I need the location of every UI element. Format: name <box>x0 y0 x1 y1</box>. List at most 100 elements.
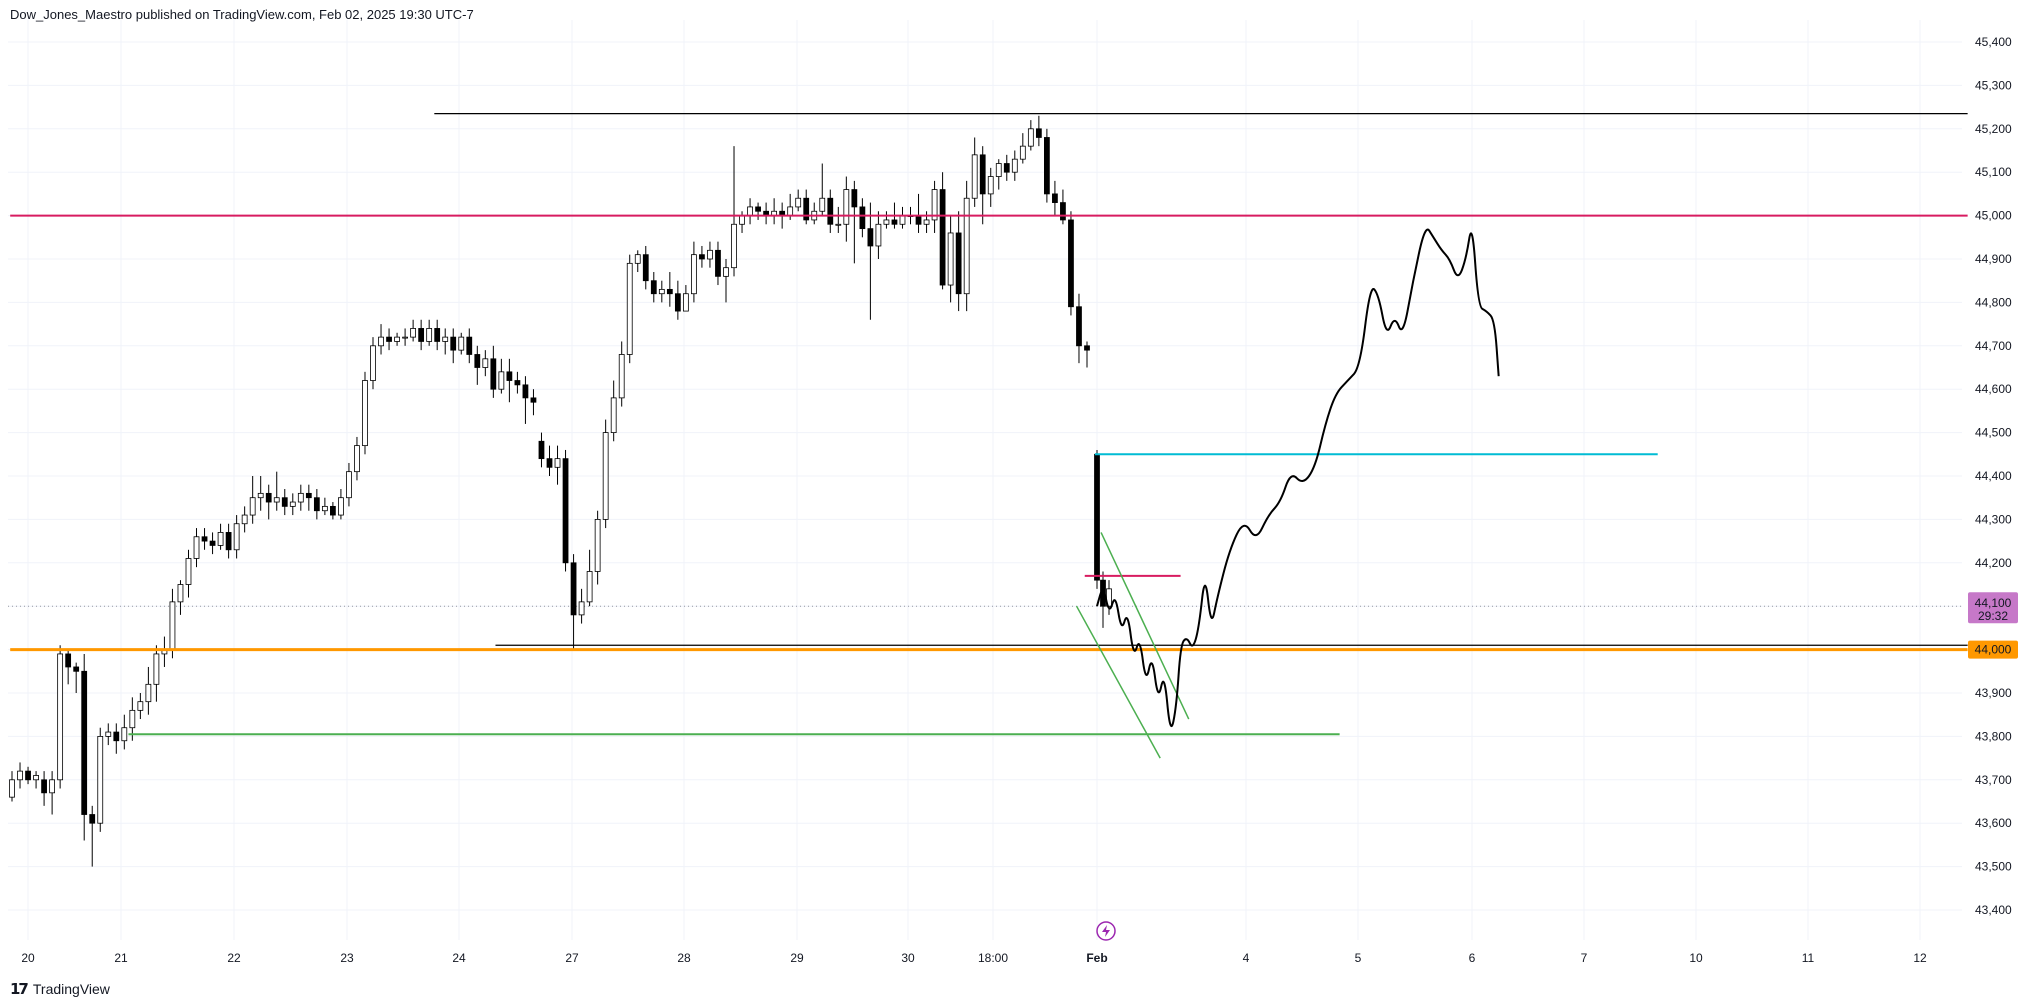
candles <box>9 115 1112 867</box>
candle-body <box>241 514 248 525</box>
y-tick-label: 44,600 <box>1975 382 2012 396</box>
candlestick-chart: 45,400 45,300 45,200 45,100 45,000 44,900 44,8… <box>8 20 2018 965</box>
candle-body <box>995 163 1002 177</box>
x-tick-label: 21 <box>114 951 128 965</box>
candle-body <box>923 219 930 225</box>
candle-body <box>378 336 384 347</box>
candle-body <box>482 358 489 368</box>
y-tick-label: 45,200 <box>1975 122 2012 136</box>
current-price-countdown: 29:32 <box>1978 609 2008 623</box>
candle-body <box>514 380 521 386</box>
x-tick-label: 24 <box>452 951 466 965</box>
candle-body <box>265 492 272 503</box>
y-tick-label: 44,200 <box>1975 556 2012 570</box>
candle-body <box>562 458 569 564</box>
y-tick-label: 43,700 <box>1975 773 2012 787</box>
x-tick-label: 29 <box>790 951 804 965</box>
publisher-attribution: Dow_Jones_Maestro published on TradingVi… <box>10 7 474 22</box>
candle-body <box>506 371 513 381</box>
candle-body <box>979 154 986 195</box>
candle-body <box>899 215 906 225</box>
y-tick-label: 43,800 <box>1975 729 2012 743</box>
candle-body <box>394 336 400 342</box>
candle-body <box>915 215 922 225</box>
candle-body <box>691 254 697 295</box>
candle-body <box>153 653 160 685</box>
candle-body <box>610 397 617 434</box>
lightning-icon[interactable] <box>1096 921 1116 941</box>
candle-body <box>9 779 15 798</box>
candle-body <box>73 666 80 672</box>
candle-body <box>859 206 866 230</box>
candle-body <box>305 492 312 499</box>
candle-body <box>33 775 39 781</box>
candle-body <box>209 540 216 546</box>
x-tick-label: 18:00 <box>978 951 1008 965</box>
candle-body <box>466 336 473 355</box>
x-tick-label: 4 <box>1243 951 1250 965</box>
candle-body <box>1068 219 1074 308</box>
y-tick-label: 43,500 <box>1975 860 2012 874</box>
candle-body <box>354 445 360 473</box>
candle-body <box>81 670 88 815</box>
candle-body <box>843 189 850 225</box>
candle-body <box>867 228 874 247</box>
x-tick-label: 11 <box>1802 951 1815 965</box>
level-badge <box>1968 640 2018 659</box>
candle-body <box>57 653 64 781</box>
x-tick-label: 28 <box>677 951 691 965</box>
candle-body <box>177 584 184 603</box>
tradingview-logo-text: TradingView <box>32 981 110 997</box>
candle-body <box>594 519 601 572</box>
projection-path <box>1096 228 1500 727</box>
y-tick-label: 43,600 <box>1975 816 2012 830</box>
candle-body <box>827 197 834 225</box>
y-tick-label: 43,900 <box>1975 686 2012 700</box>
candle-body <box>121 727 128 742</box>
candle-body <box>1044 137 1050 195</box>
candle-body <box>891 219 898 225</box>
candle-body <box>201 536 208 542</box>
y-tick-label: 45,400 <box>1975 35 2012 49</box>
candle-body <box>362 380 368 447</box>
candle-body <box>731 223 737 269</box>
candle-body <box>402 336 408 339</box>
y-tick-label: 44,300 <box>1975 512 2012 526</box>
y-tick-label: 44,700 <box>1975 339 2012 353</box>
candle-body <box>586 571 593 603</box>
candle-body <box>1035 128 1042 138</box>
candle-body <box>1076 306 1082 347</box>
y-tick-label: 45,000 <box>1975 209 2012 223</box>
candle-body <box>642 254 649 282</box>
y-tick-label: 44,500 <box>1975 426 2012 440</box>
y-tick-label: 45,100 <box>1975 165 2012 179</box>
candle-body <box>41 779 47 794</box>
level-badge-value: 44,000 <box>1975 643 2012 657</box>
candle-body <box>321 505 328 512</box>
tradingview-logo-icon: 17 <box>10 980 29 998</box>
x-tick-label: 7 <box>1581 951 1588 965</box>
candle-body <box>707 249 713 260</box>
x-tick-label: 22 <box>227 951 241 965</box>
candle-body <box>458 336 465 351</box>
candle-body <box>450 336 457 351</box>
candle-body <box>747 206 753 216</box>
candle-body <box>658 288 665 295</box>
x-tick-label: 12 <box>1913 951 1927 965</box>
candle-body <box>97 736 104 824</box>
channel-line <box>1100 532 1190 720</box>
candle-body <box>1052 193 1058 203</box>
candle-body <box>1011 158 1018 173</box>
candle-body <box>225 532 232 551</box>
channel-line <box>1075 605 1161 759</box>
x-tick-label: 5 <box>1355 951 1362 965</box>
candle-body <box>145 683 152 703</box>
candle-body <box>530 397 537 403</box>
tradingview-logo[interactable]: 17 TradingView <box>10 980 110 998</box>
candle-body <box>1019 145 1026 160</box>
candle-body <box>570 562 577 616</box>
candle-body <box>971 154 978 199</box>
candle-body <box>257 492 264 499</box>
candle-body <box>699 254 705 260</box>
candle-body <box>682 293 689 312</box>
